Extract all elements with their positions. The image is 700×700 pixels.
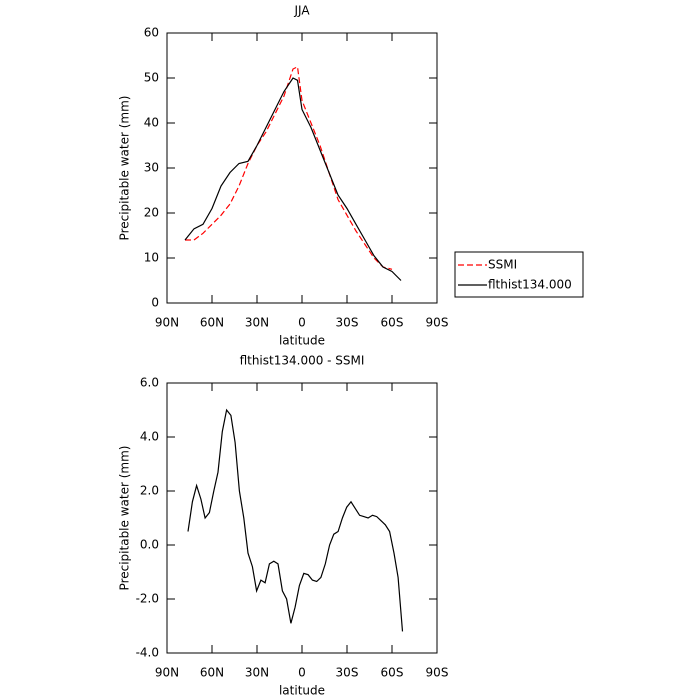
plot-frame	[166, 32, 438, 304]
chart-title: flthist134.000 - SSMI	[240, 354, 365, 368]
y-axis-label: Precipitable water (mm)	[118, 96, 132, 241]
x-tick-label: 0	[298, 666, 306, 680]
series-line	[184, 77, 402, 281]
legend-box	[454, 251, 584, 298]
y-tick-label: 30	[144, 161, 159, 175]
x-tick-label: 60S	[381, 316, 404, 330]
x-tick-label: 90S	[426, 666, 449, 680]
x-tick-label: 60N	[200, 666, 224, 680]
y-tick-label: 4.0	[140, 430, 159, 444]
x-tick-label: 30S	[336, 666, 359, 680]
plot-frame	[166, 382, 438, 654]
y-tick-label: 6.0	[140, 376, 159, 390]
y-axis-label: Precipitable water (mm)	[118, 446, 132, 591]
y-tick-label: 40	[144, 116, 159, 130]
legend-label: flthist134.000	[488, 278, 572, 292]
y-tick-label: 10	[144, 251, 159, 265]
x-tick-label: 0	[298, 316, 306, 330]
x-tick-label: 60N	[200, 316, 224, 330]
y-tick-label: 2.0	[140, 484, 159, 498]
y-tick-label: 0	[151, 296, 159, 310]
y-tick-label: 50	[144, 71, 159, 85]
y-tick-label: -2.0	[136, 592, 159, 606]
series-line	[185, 67, 401, 269]
x-tick-label: 90S	[426, 316, 449, 330]
legend-label: SSMI	[488, 258, 517, 272]
x-axis-label: latitude	[279, 684, 325, 698]
y-tick-label: -4.0	[136, 646, 159, 660]
x-axis-label: latitude	[279, 334, 325, 348]
series-line	[187, 408, 404, 632]
x-tick-label: 30S	[336, 316, 359, 330]
y-tick-label: 20	[144, 206, 159, 220]
y-tick-label: 60	[144, 26, 159, 40]
x-tick-label: 30N	[245, 666, 269, 680]
x-tick-label: 90N	[155, 666, 179, 680]
x-tick-label: 60S	[381, 666, 404, 680]
chart-title: JJA	[293, 4, 310, 18]
y-tick-label: 0.0	[140, 538, 159, 552]
x-tick-label: 90N	[155, 316, 179, 330]
x-tick-label: 30N	[245, 316, 269, 330]
